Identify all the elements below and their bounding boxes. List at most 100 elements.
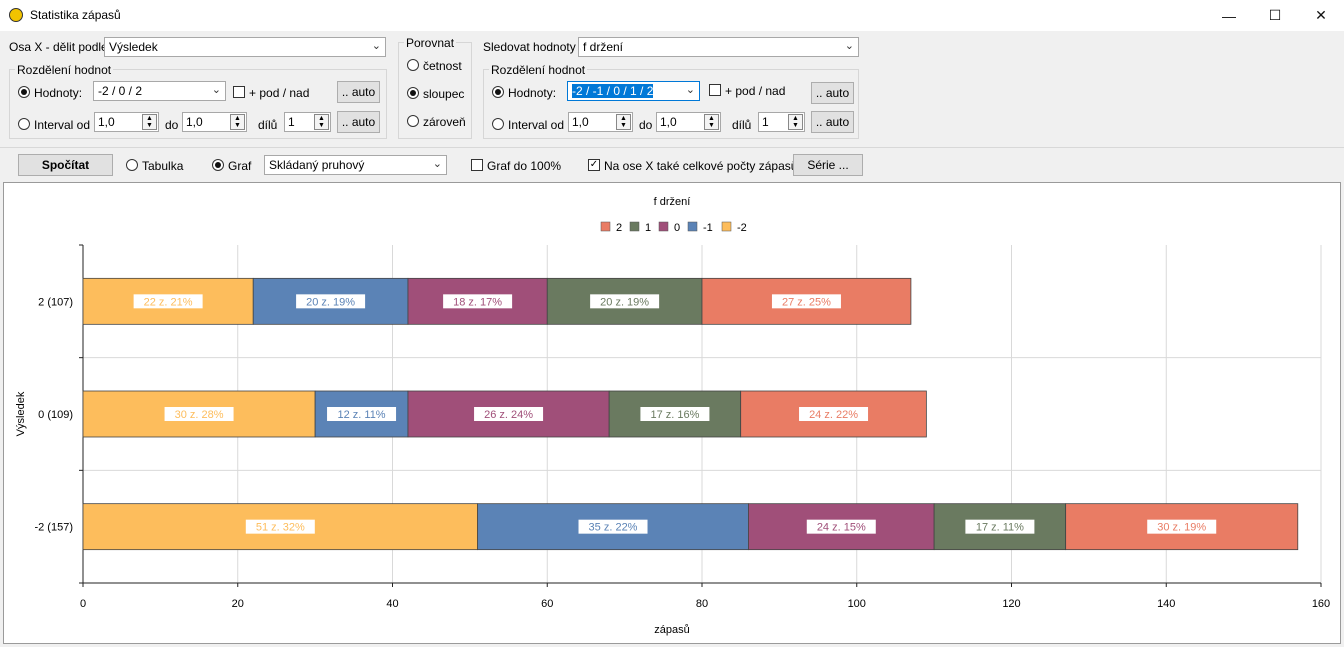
data-label: 20 z. 19% [306,296,355,308]
compare-label: Porovnat [404,36,457,50]
axis-x-from-spinner[interactable]: 1,0 ▲ ▼ [94,112,159,132]
data-label: 35 z. 22% [589,522,638,534]
legend-label: 2 [616,222,622,234]
data-label: 27 z. 25% [782,296,831,308]
track-to-value: 1,0 [660,115,677,129]
axis-x-values-select[interactable]: -2 / 0 / 2 ⌄ [93,81,226,101]
spinner-arrows-icon[interactable]: ▲ ▼ [616,114,631,130]
legend-swatch [687,221,698,232]
axis-x-parts-value: 1 [288,115,295,129]
track-parts-value: 1 [762,115,769,129]
window-title: Statistika zápasů [30,8,121,22]
table-radio[interactable] [126,159,138,171]
axis-x-values-radio[interactable] [18,86,30,98]
data-label-box [590,294,660,309]
track-to-spinner[interactable]: 1,0 ▲ ▼ [656,112,721,132]
data-label-box [806,519,876,534]
track-values-radio[interactable] [492,86,504,98]
checkmark-icon: ✓ [589,159,599,170]
chevron-down-icon: ⌄ [685,84,695,96]
x-axis-label: zápasů [654,624,689,636]
axis-x-values-auto-button[interactable]: .. auto [337,81,380,103]
compare-option-cetnost-radio[interactable] [407,59,419,71]
data-label-box [443,294,513,309]
track-podnad-checkbox[interactable] [709,84,721,96]
series-button[interactable]: Série ... [793,154,863,176]
axis-x-to-value: 1,0 [186,115,203,129]
totals-label: Na ose X také celkové počty zápasů [604,159,798,173]
track-podnad-label: + pod / nad [725,84,786,98]
compare-option-zaroven-radio[interactable] [407,115,419,127]
totals-checkbox[interactable]: ✓ [588,159,600,171]
chart-area: 0 20 40 60 80 100 120 140 160 22 z. 21% 20 z. 19% 1… [3,182,1341,644]
track-distribution-label: Rozdělení hodnot [489,63,588,77]
data-label-box [771,294,841,309]
spinner-arrows-icon[interactable]: ▲ ▼ [230,114,245,130]
graph100-checkbox[interactable] [471,159,483,171]
spinner-arrows-icon[interactable]: ▲ ▼ [314,114,329,130]
data-label-box [327,407,397,421]
graph-type-select[interactable]: Skládaný pruhový ⌄ [264,155,447,175]
close-icon[interactable]: ✕ [1315,7,1327,23]
table-label: Tabulka [142,159,184,173]
axis-x-parts-label: dílů [258,118,278,132]
legend-swatch [629,221,640,232]
track-select[interactable]: f držení ⌄ [578,37,859,57]
track-parts-label: dílů [732,118,752,132]
axis-x-select[interactable]: Výsledek ⌄ [104,37,386,57]
compare-option-sloupec-radio[interactable] [407,87,419,99]
data-label: 17 z. 16% [650,409,699,421]
minimize-icon[interactable]: — [1222,7,1236,24]
spinner-arrows-icon[interactable]: ▲ ▼ [142,114,157,130]
legend-label: 0 [674,222,680,234]
graph-label: Graf [228,159,252,173]
chart-title: f držení [654,196,691,208]
compare-option-zaroven-label: zároveň [423,115,466,129]
track-values-select[interactable]: -2 / -1 / 0 / 1 / 2 ⌄ [567,81,700,101]
data-label-box [474,407,544,421]
track-from-spinner[interactable]: 1,0 ▲ ▼ [568,112,633,132]
data-label: 26 z. 24% [484,409,533,421]
data-label: 30 z. 28% [175,409,224,421]
axis-x-interval-radio[interactable] [18,118,30,130]
axis-x-to-spinner[interactable]: 1,0 ▲ ▼ [182,112,247,132]
x-tick-label: 80 [696,598,708,610]
data-label: 17 z. 11% [976,522,1024,534]
track-interval-auto-button[interactable]: .. auto [811,111,854,133]
track-values-value[interactable]: -2 / -1 / 0 / 1 / 2 [572,84,654,98]
data-label: 51 z. 32% [256,522,305,534]
graph-radio[interactable] [212,159,224,171]
axis-x-distribution-group [9,69,387,139]
data-label: 12 z. 11% [337,409,385,421]
data-label-box [578,519,648,534]
track-interval-label: Interval od [508,118,565,132]
axis-x-podnad-checkbox[interactable] [233,86,245,98]
compare-option-sloupec-label: sloupec [423,87,465,101]
x-tick-label: 60 [541,598,553,610]
axis-x-values-value: -2 / 0 / 2 [98,84,143,98]
track-values-label: Hodnoty: [508,86,557,100]
spinner-arrows-icon[interactable]: ▲ ▼ [788,114,803,130]
app-icon [9,8,23,22]
legend-label: -2 [737,222,747,234]
axis-x-interval-auto-button[interactable]: .. auto [337,111,380,133]
y-category-label: 2 (107) [38,296,73,308]
track-parts-spinner[interactable]: 1 ▲ ▼ [758,112,805,132]
data-label-box [799,407,869,421]
spinner-arrows-icon[interactable]: ▲ ▼ [704,114,719,130]
legend-swatch [600,221,611,232]
y-axis-label: Výsledek [15,391,27,436]
compute-button[interactable]: Spočítat [18,154,113,176]
x-tick-label: 160 [1312,598,1330,610]
axis-x-label: Osa X - dělit podle [9,40,108,54]
y-category-label: -2 (157) [34,522,73,534]
maximize-icon[interactable]: ☐ [1268,7,1282,23]
track-values-auto-button[interactable]: .. auto [811,82,854,104]
track-interval-radio[interactable] [492,118,504,130]
x-tick-label: 140 [1157,598,1175,610]
data-label: 20 z. 19% [600,296,649,308]
chevron-down-icon: ⌄ [844,40,854,52]
axis-x-parts-spinner[interactable]: 1 ▲ ▼ [284,112,331,132]
axis-x-to-label: do [165,118,179,132]
